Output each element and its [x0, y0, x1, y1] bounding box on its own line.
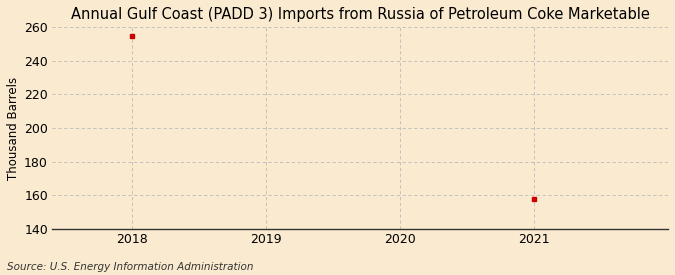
Y-axis label: Thousand Barrels: Thousand Barrels	[7, 76, 20, 180]
Title: Annual Gulf Coast (PADD 3) Imports from Russia of Petroleum Coke Marketable: Annual Gulf Coast (PADD 3) Imports from …	[71, 7, 649, 22]
Text: Source: U.S. Energy Information Administration: Source: U.S. Energy Information Administ…	[7, 262, 253, 272]
